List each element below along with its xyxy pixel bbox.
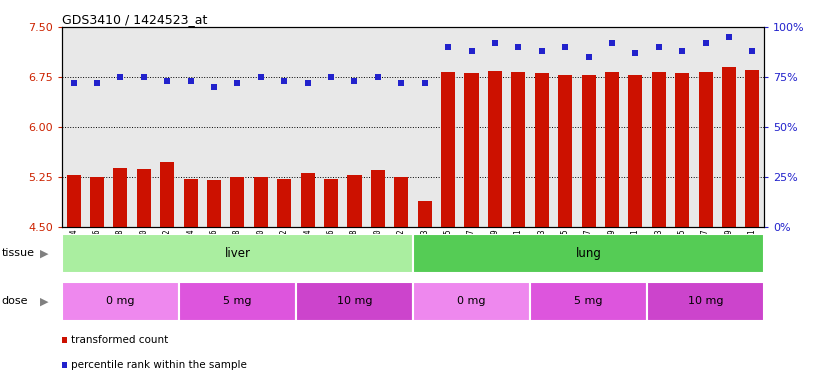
- Bar: [394, 177, 408, 227]
- Bar: [254, 177, 268, 227]
- Text: 0 mg: 0 mg: [458, 296, 486, 306]
- Bar: [488, 71, 502, 227]
- Bar: [348, 175, 362, 227]
- Text: 0 mg: 0 mg: [107, 296, 135, 306]
- Bar: [62, 282, 179, 321]
- Bar: [62, 234, 413, 273]
- Bar: [605, 72, 619, 227]
- Bar: [675, 73, 689, 227]
- Bar: [441, 72, 455, 227]
- Bar: [90, 177, 104, 227]
- Bar: [207, 180, 221, 227]
- Text: GDS3410 / 1424523_at: GDS3410 / 1424523_at: [62, 13, 207, 26]
- Bar: [511, 72, 525, 227]
- Bar: [534, 73, 548, 227]
- Text: ▶: ▶: [40, 296, 48, 306]
- Bar: [647, 282, 764, 321]
- Bar: [745, 70, 759, 227]
- Bar: [722, 67, 736, 227]
- Bar: [137, 169, 151, 227]
- Bar: [629, 75, 643, 227]
- Bar: [301, 173, 315, 227]
- Bar: [296, 282, 413, 321]
- Bar: [652, 72, 666, 227]
- Text: dose: dose: [2, 296, 28, 306]
- Bar: [413, 282, 530, 321]
- Bar: [371, 170, 385, 227]
- Text: lung: lung: [576, 247, 601, 260]
- Text: transformed count: transformed count: [71, 335, 168, 345]
- Bar: [230, 177, 244, 227]
- Text: 10 mg: 10 mg: [337, 296, 373, 306]
- Bar: [160, 162, 174, 227]
- Text: 5 mg: 5 mg: [574, 296, 603, 306]
- Text: tissue: tissue: [2, 248, 35, 258]
- Bar: [113, 168, 127, 227]
- Bar: [183, 179, 197, 227]
- Text: percentile rank within the sample: percentile rank within the sample: [71, 360, 247, 370]
- Bar: [413, 234, 764, 273]
- Text: ▶: ▶: [40, 248, 48, 258]
- Bar: [179, 282, 296, 321]
- Text: liver: liver: [225, 247, 250, 260]
- Bar: [324, 179, 338, 227]
- Text: 10 mg: 10 mg: [688, 296, 724, 306]
- Bar: [582, 76, 596, 227]
- Text: 5 mg: 5 mg: [223, 296, 252, 306]
- Bar: [67, 175, 81, 227]
- Bar: [530, 282, 647, 321]
- Bar: [558, 75, 572, 227]
- Bar: [699, 72, 713, 227]
- Bar: [418, 201, 432, 227]
- Bar: [278, 179, 292, 227]
- Bar: [464, 73, 478, 227]
